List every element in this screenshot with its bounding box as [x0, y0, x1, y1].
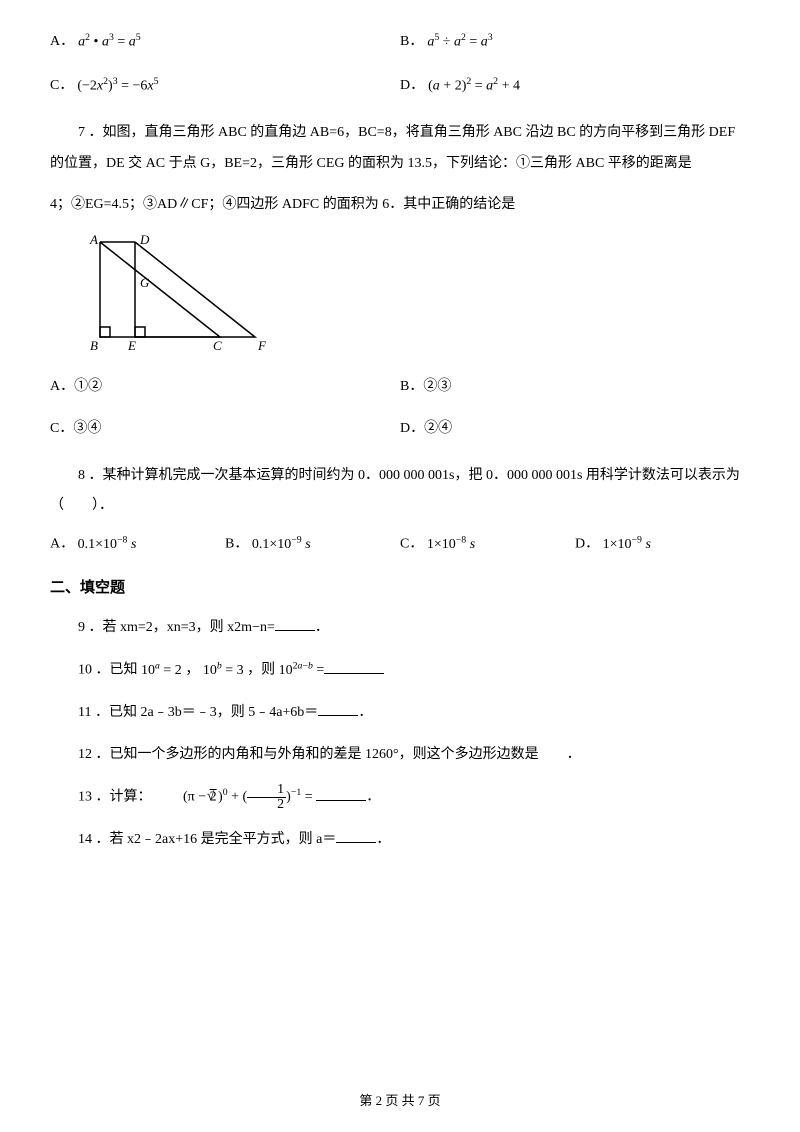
label-B: B [90, 338, 98, 353]
math-expr: 102a−b [279, 663, 313, 678]
math-expr: 1×10−9 s [603, 537, 651, 552]
label-C: C [213, 338, 222, 353]
q10-pre: 10 ．已知 [78, 663, 138, 678]
label-D: D [139, 232, 150, 247]
q6-row-cd: C． (−2x2)3 = −6x5 D． (a + 2)2 = a2 + 4 [50, 74, 750, 98]
math-expr: 0.1×10−9 s [252, 537, 311, 552]
q6-option-d: D． (a + 2)2 = a2 + 4 [400, 74, 750, 98]
q10-mid2: ，则 [247, 663, 275, 678]
q6-option-b: B． a5 ÷ a2 = a3 [400, 30, 750, 54]
blank [324, 660, 384, 674]
q7-row-cd: C．③④ D．②④ [50, 418, 750, 440]
q7-option-d: D．②④ [400, 418, 750, 440]
q6-option-a: A． a2 • a3 = a5 [50, 30, 400, 54]
q8-option-a: A． 0.1×10−8 s [50, 532, 225, 556]
math-expr: a2 • a3 = a5 [78, 30, 141, 54]
label-A: A [89, 232, 98, 247]
q12: 12 ．已知一个多边形的内角和与外角和的差是 1260°，则这个多边形边数是 ． [50, 741, 750, 769]
label-G: G [140, 275, 150, 290]
math-expr: 10a = 2 [141, 663, 182, 678]
math-expr: 0.1×10−8 s [78, 537, 137, 552]
q7-figure: A D G B E C F [80, 232, 750, 365]
math-expr: (a + 2)2 = a2 + 4 [428, 74, 520, 98]
q13-tail: ． [366, 790, 380, 805]
q7-option-b: B．②③ [400, 376, 750, 398]
q8-option-b: B． 0.1×10−9 s [225, 532, 400, 556]
q13: 13 ．计算： (π − 2√ )0 + (12)−1 = ． [50, 783, 750, 812]
q7-row-ab: A．①② B．②③ [50, 376, 750, 398]
q7-option-a: A．①② [50, 376, 400, 398]
blank [318, 702, 358, 716]
q7-text: 7 ．如图，直角三角形 ABC 的直角边 AB=6，BC=8，将直角三角形 AB… [50, 118, 750, 180]
page-footer: 第 2 页 共 7 页 [0, 1091, 800, 1112]
q14-text: 14 ．若 x2﹣2ax+16 是完全平方式，则 a＝ [78, 832, 336, 847]
q13-pre: 13 ．计算： [78, 790, 152, 805]
q8-text: 8 ．某种计算机完成一次基本运算的时间约为 0．000 000 001s，把 0… [50, 461, 750, 523]
opt-label: D． [400, 75, 424, 97]
q6-option-c: C． (−2x2)3 = −6x5 [50, 74, 400, 98]
q11: 11 ．已知 2a﹣3b＝﹣3，则 5﹣4a+6b＝ ． [50, 699, 750, 727]
q10-mid1: ， [185, 663, 199, 678]
q10: 10 ．已知 10a = 2 ， 10b = 3 ，则 102a−b = [50, 656, 750, 685]
blank [316, 787, 366, 801]
q11-tail: ． [358, 705, 372, 720]
opt-label: A． [50, 31, 74, 53]
q10-eq: = [316, 663, 324, 678]
q9: 9 ．若 xm=2，xn=3，则 x2m−n= ． [50, 614, 750, 642]
q7-text2: 4；②EG=4.5；③AD∥CF；④四边形 ADFC 的面积为 6．其中正确的结… [50, 190, 750, 221]
math-expr: 1×10−8 s [427, 537, 475, 552]
q8-options: A． 0.1×10−8 s B． 0.1×10−9 s C． 1×10−8 s … [50, 532, 750, 556]
q9-tail: ． [315, 620, 329, 635]
math-expr: (π − 2√ )0 + (12)−1 = [155, 783, 313, 812]
q14: 14 ．若 x2﹣2ax+16 是完全平方式，则 a＝ ． [50, 826, 750, 854]
opt-label: D． [575, 537, 599, 552]
math-expr: (−2x2)3 = −6x5 [77, 74, 158, 98]
math-expr: a5 ÷ a2 = a3 [427, 30, 492, 54]
q6-row-ab: A． a2 • a3 = a5 B． a5 ÷ a2 = a3 [50, 30, 750, 54]
opt-label: B． [400, 31, 423, 53]
blank [275, 617, 315, 631]
q14-tail: ． [376, 832, 390, 847]
math-expr: 10b = 3 [203, 663, 244, 678]
section-fill-title: 二、填空题 [50, 576, 750, 600]
q8-option-c: C． 1×10−8 s [400, 532, 575, 556]
opt-label: A． [50, 537, 74, 552]
blank [336, 829, 376, 843]
opt-label: B． [225, 537, 248, 552]
q8-option-d: D． 1×10−9 s [575, 532, 750, 556]
q9-text: 9 ．若 xm=2，xn=3，则 x2m−n= [78, 620, 275, 635]
opt-label: C． [50, 75, 73, 97]
opt-label: C． [400, 537, 423, 552]
label-F: F [257, 338, 267, 353]
triangle-diagram: A D G B E C F [80, 232, 300, 357]
label-E: E [127, 338, 136, 353]
q11-text: 11 ．已知 2a﹣3b＝﹣3，则 5﹣4a+6b＝ [78, 705, 318, 720]
q7-option-c: C．③④ [50, 418, 400, 440]
